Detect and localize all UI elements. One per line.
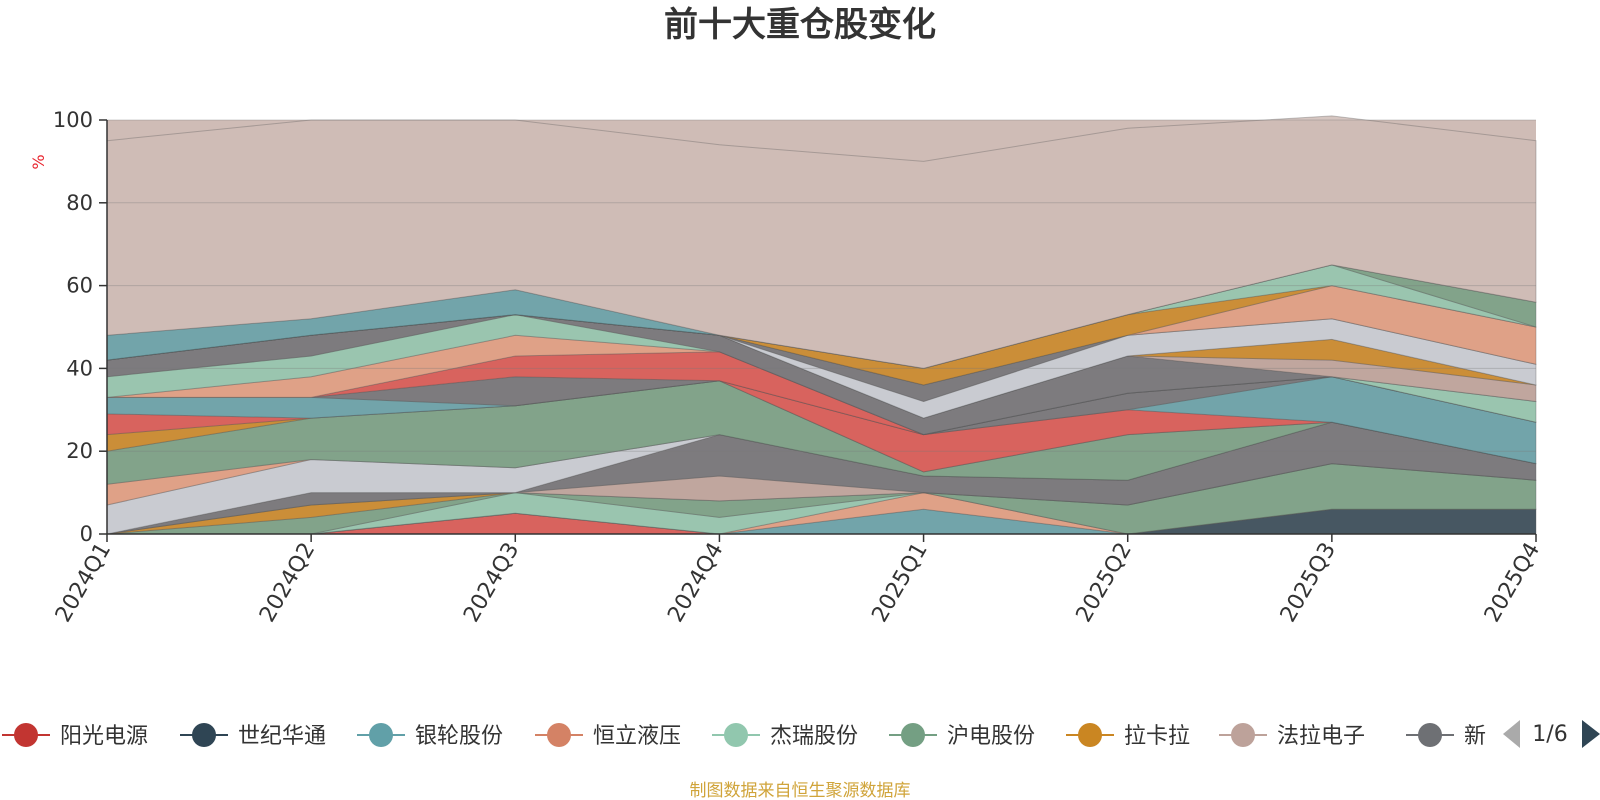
legend-marker-icon [192, 723, 216, 747]
legend-label: 世纪华通 [238, 724, 326, 749]
legend-marker-icon [901, 723, 925, 747]
area-series-15[interactable] [106, 376, 1537, 465]
legend-pager: 1/6 [1503, 720, 1600, 748]
legend-label: 阳光电源 [60, 724, 148, 749]
x-tick-label: 2024Q4 [663, 539, 728, 627]
legend-item[interactable]: 恒立液压 [535, 723, 681, 749]
area-series-6[interactable] [106, 463, 1537, 535]
y-tick-label: 20 [66, 439, 93, 463]
legend-marker-icon [1078, 723, 1102, 747]
x-axis-ticks: 2024Q1 2024Q2 2024Q3 2024Q4 2025Q1 2025Q2 2025… [51, 539, 1545, 627]
x-tick-label: 2024Q3 [459, 539, 524, 627]
legend-item[interactable]: 拉卡拉 [1066, 723, 1190, 749]
axes [99, 119, 1537, 542]
legend-marker-icon [369, 723, 393, 747]
legend-item[interactable]: 世纪华通 [180, 723, 326, 749]
x-tick-label: 2024Q1 [51, 539, 116, 627]
y-tick-label: 80 [66, 191, 93, 215]
legend-item[interactable]: 杰瑞股份 [712, 723, 858, 749]
area-series-25[interactable] [106, 285, 1537, 386]
legend-item[interactable]: 新 [1406, 723, 1486, 749]
area-series-19[interactable] [106, 314, 1537, 436]
legend-page-indicator: 1/6 [1532, 722, 1567, 747]
x-tick-label: 2024Q2 [255, 539, 320, 627]
legend-item[interactable]: 法拉电子 [1219, 723, 1365, 749]
legend-prev-page-icon[interactable] [1503, 720, 1520, 748]
area-series-4[interactable] [107, 492, 1536, 535]
legend-label: 拉卡拉 [1124, 724, 1190, 749]
legend-marker-icon [547, 723, 571, 747]
y-axis-ticks: 0 20 40 60 80 100 [53, 108, 93, 546]
area-series-21[interactable] [106, 314, 1537, 419]
area-series-3[interactable] [107, 508, 1536, 535]
legend-label: 银轮股份 [415, 724, 503, 749]
legend-item[interactable]: 阳光电源 [2, 723, 148, 749]
y-tick-label: 100 [53, 108, 93, 132]
area-series-2[interactable] [107, 508, 1537, 535]
legend-label: 沪电股份 [947, 724, 1035, 749]
x-tick-label: 2025Q3 [1276, 539, 1341, 627]
y-tick-label: 0 [80, 522, 93, 546]
legend: 阳光电源 世纪华通 银轮股份 恒立液压 杰瑞股份 沪电股份 拉卡拉 法拉电子 新 [2, 723, 1486, 749]
y-axis-unit: % [29, 154, 48, 169]
stacked-areas [106, 115, 1537, 535]
data-source-note: 制图数据来自恒生聚源数据库 [690, 781, 911, 800]
legend-marker-icon [724, 723, 748, 747]
legend-item[interactable]: 银轮股份 [357, 723, 503, 749]
legend-marker-icon [14, 723, 38, 747]
legend-label: 恒立液压 [593, 724, 681, 749]
area-series-20[interactable] [106, 314, 1537, 436]
legend-next-page-icon[interactable] [1582, 720, 1600, 748]
gridlines [107, 119, 1536, 452]
x-tick-label: 2025Q1 [867, 539, 932, 627]
legend-marker-icon [1418, 723, 1442, 747]
area-series-30[interactable] [106, 115, 1537, 369]
legend-label: 杰瑞股份 [770, 724, 858, 749]
legend-label: 法拉电子 [1277, 724, 1365, 749]
x-tick-label: 2025Q4 [1480, 539, 1545, 627]
legend-label: 新 [1464, 724, 1486, 749]
area-series-23[interactable] [106, 314, 1537, 419]
legend-marker-icon [1231, 723, 1255, 747]
y-tick-label: 40 [66, 356, 93, 380]
legend-item[interactable]: 沪电股份 [889, 723, 1035, 749]
x-tick-label: 2025Q2 [1072, 539, 1137, 627]
area-series-28[interactable] [106, 264, 1537, 369]
y-tick-label: 60 [66, 274, 93, 298]
chart-title: 前十大重仓股变化 [664, 5, 936, 45]
